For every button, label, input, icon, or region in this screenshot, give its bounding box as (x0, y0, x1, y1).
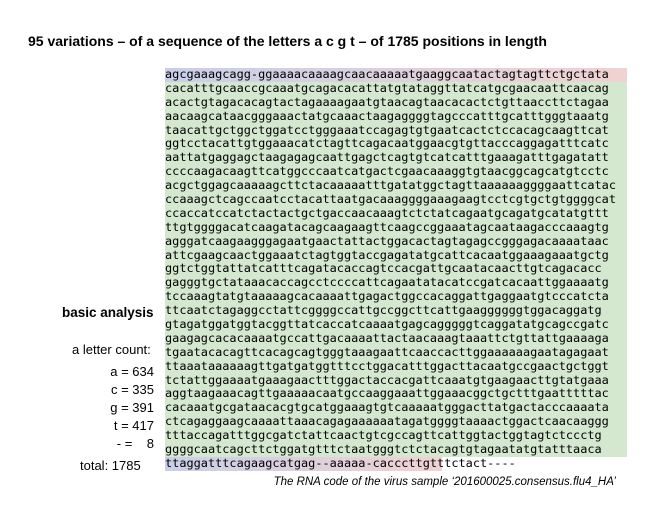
sequence-line: gtagatggatggtacggttatcaccatcaaaatgagcagg… (165, 317, 627, 332)
sequence-line: tccaaagtatgtaaaaagcacaaaattgagactggccaca… (165, 289, 627, 305)
sequence-line: ccccaagacaagttcatggcccaatcatgactcgaacaaa… (165, 164, 627, 180)
sequence-line: ttgtggggacatcaagatacagcaagaagttcaagccgga… (165, 220, 627, 235)
sequence-line: acactgtagacacagtactagaaaagaatgtaacagtaac… (165, 95, 627, 110)
sequence-line: acgctggagcaaaaagcttctacaaaaatttgatatggct… (165, 178, 627, 194)
sequence-line: aacaagcataacgggaaactatgcaaactaagaggggtag… (165, 109, 627, 124)
sequence-line: ctcagaggaagcaaaattaaacagagaaaaaatagatggg… (165, 414, 627, 430)
sequence-line: gaagagcacacaaaatgccattgacaaaattactaacaaa… (165, 331, 627, 346)
sequence-line: taacattgctggctggatcctgggaaatccagagtgtgaa… (165, 123, 627, 138)
analysis-subheading: a letter count: (72, 342, 151, 357)
sequence-line: aggtaagaaacagttgaaaaacaatgccaaggaaattgga… (165, 387, 627, 402)
sequence-line: tttaccagatttggcgatctattcaactgtcgccagttca… (165, 428, 627, 444)
sequence-line: tgaatacacagttcacagcagtgggtaaagaattcaacca… (165, 345, 627, 360)
sequence-block: agcgaaagcagg-ggaaaacaaaagcaacaaaaatgaagg… (165, 67, 627, 471)
letter-count: - = 8 (116, 436, 154, 451)
letter-count: g = 391 (110, 400, 154, 415)
sequence-line: ggggcaatcagcttctggatgtttctaatgggtctctaca… (165, 442, 627, 457)
sequence-line: aattatgaggagctaagagagcaattgagctcagtgtcat… (165, 150, 627, 166)
sequence-line: ccaaagctcagccaatcctacattaatgacaaaggggaaa… (165, 192, 627, 207)
sequence-line: gagggtgctataaacaccagcctccccattcagaatatac… (165, 275, 627, 291)
sequence-line: ttaaataaaaaagttgatgatggtttcctggacatttgga… (165, 359, 627, 374)
sequence-line: ttaggatttcagaagcatgag--aaaaa-cacccttgttt… (165, 456, 627, 471)
letter-counts: a = 634 c = 335 g = 391 t = 417 - = 8 (110, 363, 154, 453)
letter-count: t = 417 (113, 418, 154, 433)
sequence-line: cacatttgcaaccgcaaatgcagacacattatgtataggt… (165, 81, 627, 96)
sequence-line: ccaccatccatctactactgctgaccaacaaagtctctat… (165, 206, 627, 221)
analysis-heading: basic analysis (62, 305, 154, 320)
sequence-line: ttcaatctagaggcctattcggggccattgccggcttcat… (165, 303, 627, 319)
letter-count: c = 335 (110, 382, 154, 397)
total: total: 1785 (80, 458, 141, 473)
sequence-line: ggtctggtattatcatttcagatacaccagtccacgattg… (165, 262, 627, 277)
sequence-line: agggatcaagaagggagaatgaactattactggacactag… (165, 234, 627, 249)
sequence-line: ggtcctacattgtggaaacatctagttcagacaatggaac… (165, 137, 627, 152)
title: 95 variations – of a sequence of the let… (28, 33, 547, 49)
sequence-line: attcgaagcaactggaaatctagtggtaccgagatatgca… (165, 248, 627, 263)
letter-count: a = 634 (110, 364, 154, 379)
sequence-line: cacaaatgcgataacacgtgcatggaaagtgtcaaaaatg… (165, 400, 627, 416)
caption: The RNA code of the virus sample ‘201600… (273, 476, 616, 488)
sequence-line: agcgaaagcagg-ggaaaacaaaagcaacaaaaatgaagg… (165, 67, 627, 82)
sequence-line: tctattggaaaatgaaagaactttggactaccacgattca… (165, 373, 627, 388)
